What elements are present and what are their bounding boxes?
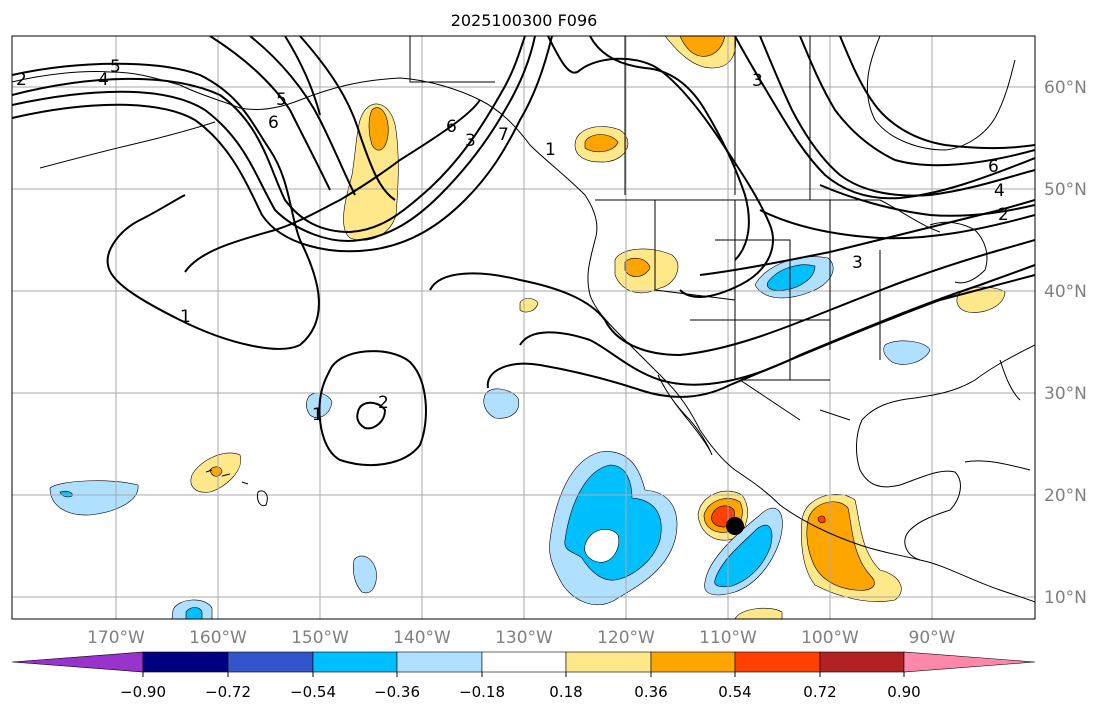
coastlines [12, 36, 1035, 603]
lon-label: 130°W [495, 628, 553, 648]
colorbar-bin [312, 651, 398, 673]
contour-label: 3 [752, 71, 763, 91]
lat-label: 40°N [1044, 282, 1087, 302]
map-frame [11, 35, 1036, 620]
lon-label: 100°W [801, 628, 859, 648]
lon-label: 170°W [87, 628, 145, 648]
contour-label: 2 [16, 70, 27, 90]
contour-label: 2 [378, 393, 389, 413]
contour-labels: 1 2 3 4 5 6 1 2 3 4 6 5 3 6 7 2 1 [16, 57, 1009, 425]
contour-label: 3 [465, 131, 476, 151]
longitude-labels: 170°W 160°W 150°W 140°W 130°W 120°W 110°… [87, 628, 956, 648]
lon-label: 90°W [909, 628, 956, 648]
contour-label: 3 [852, 253, 863, 273]
contour-label: 4 [994, 181, 1005, 201]
lat-label: 20°N [1044, 486, 1087, 506]
contour-label: 5 [110, 57, 121, 77]
colorbar-extend-max [903, 651, 1036, 673]
lon-label: 160°W [189, 628, 247, 648]
colorbar-tick-label: 0.72 [803, 683, 836, 701]
lon-label: 110°W [699, 628, 757, 648]
colorbar-bin [142, 651, 229, 673]
contour-lines [12, 36, 1035, 466]
colorbar-tick-label: 0.90 [887, 683, 920, 701]
colorbar-tick-label: −0.90 [120, 683, 166, 701]
colorbar-tick-label: 0.54 [718, 683, 751, 701]
lat-label: 60°N [1044, 78, 1087, 98]
lat-label: 30°N [1044, 384, 1087, 404]
colorbar-extend-min [11, 651, 144, 673]
lat-label: 10°N [1044, 588, 1087, 608]
contour-label: 5 [276, 90, 287, 110]
colorbar-tick-label: −0.72 [205, 683, 251, 701]
colorbar-bin [565, 651, 652, 673]
figure-title: 2025100300 F096 [451, 11, 598, 30]
contour-label: 1 [312, 405, 323, 425]
contour-label: 6 [446, 117, 457, 137]
colorbar-bin [481, 651, 567, 673]
contour-label: 6 [988, 157, 999, 177]
storm-center-marker [726, 517, 744, 535]
colorbar [11, 651, 1036, 673]
lon-label: 120°W [597, 628, 655, 648]
colorbar-bin [734, 651, 821, 673]
colorbar-tick-labels: −0.90 −0.72 −0.54 −0.36 −0.18 0.18 0.36 … [120, 683, 921, 701]
lat-label: 50°N [1044, 180, 1087, 200]
colorbar-bin [819, 651, 905, 673]
lon-label: 140°W [393, 628, 451, 648]
contour-label: 6 [268, 113, 279, 133]
colorbar-tick-label: −0.36 [374, 683, 420, 701]
colorbar-bin [396, 651, 483, 673]
latitude-labels: 60°N 50°N 40°N 30°N 20°N 10°N [1044, 78, 1087, 608]
contour-label: 1 [180, 307, 191, 327]
colorbar-bin [650, 651, 736, 673]
contour-label: 4 [98, 70, 109, 90]
colorbar-tick-marks [142, 672, 905, 677]
colorbar-bin [227, 651, 314, 673]
contour-label: 7 [498, 125, 509, 145]
lon-label: 150°W [291, 628, 349, 648]
contour-label: 2 [998, 205, 1009, 225]
map-area: 1 2 3 4 5 6 1 2 3 4 6 5 3 6 7 2 1 [12, 36, 1035, 619]
colorbar-tick-label: 0.18 [549, 683, 582, 701]
contour-label: 1 [545, 140, 556, 160]
colorbar-tick-label: 0.36 [634, 683, 667, 701]
colorbar-tick-label: −0.54 [290, 683, 336, 701]
colorbar-tick-label: −0.18 [459, 683, 505, 701]
